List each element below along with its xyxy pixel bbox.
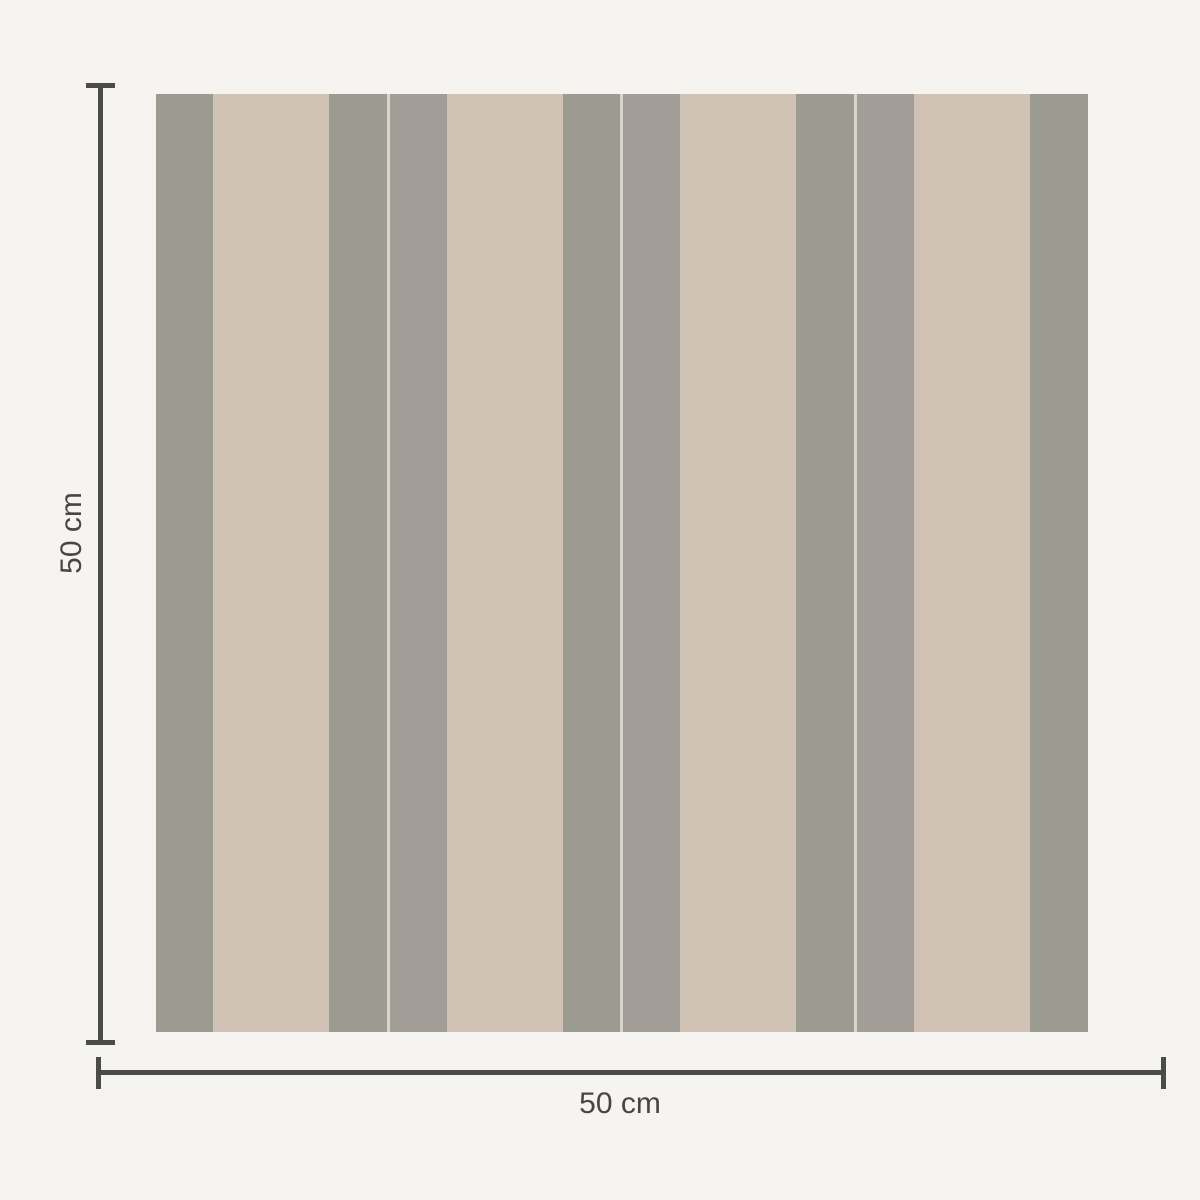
stripe-separator xyxy=(386,94,390,1032)
stripe-gray xyxy=(562,94,620,1032)
stripe-gray_warm xyxy=(856,94,914,1032)
stripe-gray xyxy=(329,94,387,1032)
stripe-gray xyxy=(1029,94,1088,1032)
wallpaper-swatch xyxy=(156,94,1088,1032)
dimension-cap-bottom xyxy=(86,1040,115,1045)
stripe-separator xyxy=(853,94,857,1032)
stripe-beige xyxy=(213,94,330,1032)
stripe-gray xyxy=(796,94,854,1032)
width-label: 50 cm xyxy=(579,1087,661,1120)
stripe-beige xyxy=(680,94,797,1032)
width-dimension-line xyxy=(96,1057,1166,1089)
height-dimension-line xyxy=(86,83,115,1045)
stripe-beige xyxy=(446,94,563,1032)
stripe-separator xyxy=(620,94,623,1032)
stripe-beige xyxy=(913,94,1030,1032)
stripe-gray_warm xyxy=(389,94,447,1032)
height-label: 50 cm xyxy=(55,492,88,574)
dimension-line-vertical xyxy=(98,85,103,1043)
stripe-gray_warm xyxy=(623,94,681,1032)
stripe-gray xyxy=(156,94,214,1032)
dimension-line-horizontal xyxy=(98,1070,1164,1075)
dimension-cap-right xyxy=(1161,1057,1166,1089)
